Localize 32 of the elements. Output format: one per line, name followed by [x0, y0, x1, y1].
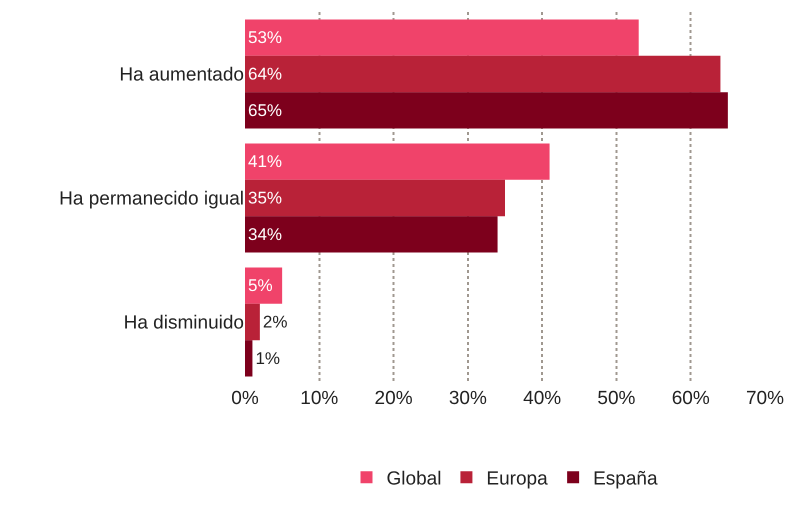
bar: [245, 19, 639, 56]
bar: [245, 267, 282, 304]
legend-label: Global: [386, 468, 442, 490]
x-tick-label: 60%: [672, 388, 710, 409]
bar: [245, 92, 728, 129]
data-label: 5%: [248, 276, 273, 296]
bar: [245, 180, 505, 216]
bar: [245, 216, 498, 253]
data-label: 65%: [248, 100, 282, 120]
data-label: 64%: [248, 64, 282, 84]
x-tick-label: 20%: [374, 388, 413, 409]
x-tick-label: 50%: [597, 388, 636, 409]
data-label: 2%: [262, 312, 288, 332]
x-tick-label: 40%: [523, 388, 562, 409]
legend-label: España: [593, 468, 658, 490]
data-label: 41%: [248, 152, 282, 172]
y-tick-label: Ha disminuido: [124, 312, 244, 334]
y-tick-label: Ha permanecido igual: [59, 188, 244, 210]
data-label: 1%: [255, 348, 280, 368]
x-tick-label: 0%: [231, 388, 259, 409]
bar: [245, 340, 252, 377]
bar: [245, 304, 260, 340]
y-tick-label: Ha aumentado: [119, 64, 244, 86]
bar: [245, 56, 720, 92]
x-tick-label: 70%: [746, 388, 784, 409]
data-label: 35%: [248, 188, 282, 208]
data-label: 53%: [248, 28, 282, 48]
data-label: 34%: [248, 224, 282, 244]
x-tick-label: 10%: [300, 388, 338, 409]
legend-label: Europa: [486, 468, 548, 490]
x-tick-label: 30%: [448, 388, 487, 409]
bar: [245, 143, 550, 180]
